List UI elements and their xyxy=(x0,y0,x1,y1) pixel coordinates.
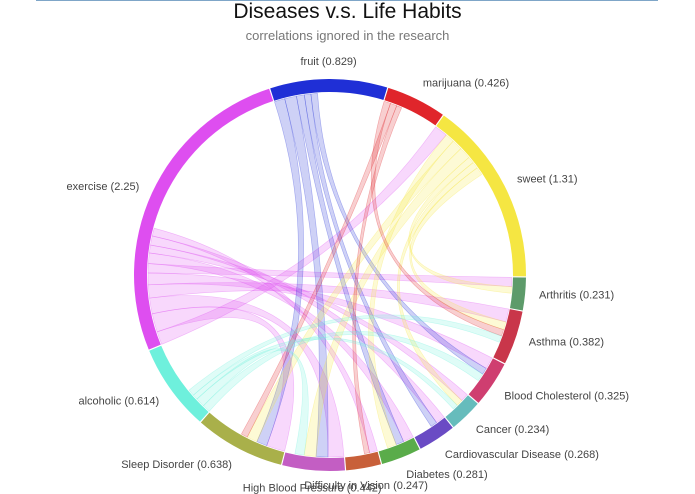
label-blood-cholesterol: Blood Cholesterol (0.325) xyxy=(504,390,629,402)
label-alcoholic: alcoholic (0.614) xyxy=(78,395,159,407)
ribbon-exercise-high-blood-pressure xyxy=(149,295,345,458)
arc-alcoholic[interactable] xyxy=(149,345,209,422)
label-difficulty-in-vision: Difficulty in Vision (0.247) xyxy=(304,480,428,492)
ribbon-fruit-blood-cholesterol xyxy=(310,93,487,375)
arc-difficulty-in-vision[interactable] xyxy=(345,451,382,471)
ribbon-marijuana-difficulty-in-vision xyxy=(352,105,403,455)
arc-exercise[interactable] xyxy=(133,88,274,350)
label-exercise: exercise (2.25) xyxy=(67,181,140,193)
label-asthma: Asthma (0.382) xyxy=(529,337,604,349)
ribbon-fruit-high-blood-pressure xyxy=(284,95,329,458)
ribbon-exercise-sweet xyxy=(156,126,447,345)
label-arthritis: Arthritis (0.231) xyxy=(539,289,614,301)
ribbon-exercise-sleep-disorder xyxy=(151,306,295,452)
label-fruit: fruit (0.829) xyxy=(300,56,356,68)
ribbon-sweet-diabetes xyxy=(368,134,454,449)
ribbon-marijuana-sleep-disorder xyxy=(240,102,398,438)
label-marijuana: marijuana (0.426) xyxy=(423,78,509,90)
ribbon-fruit-diabetes xyxy=(296,94,404,445)
ribbon-exercise-cancer xyxy=(149,244,468,401)
arc-sweet[interactable] xyxy=(436,115,526,277)
label-sleep-disorder: Sleep Disorder (0.638) xyxy=(121,459,232,471)
ribbon-alcoholic-high-blood-pressure xyxy=(196,348,309,456)
arc-blood-cholesterol[interactable] xyxy=(468,358,505,403)
arc-high-blood-pressure[interactable] xyxy=(282,452,346,471)
ribbon-sweet-high-blood-pressure xyxy=(303,148,470,457)
ribbon-layer xyxy=(147,93,513,458)
ribbon-exercise-cardiovascular-disease xyxy=(150,235,445,423)
arc-fruit[interactable] xyxy=(270,78,388,101)
label-diabetes: Diabetes (0.281) xyxy=(406,469,487,481)
ribbon-alcoholic-blood-cholesterol xyxy=(203,331,484,412)
ribbon-exercise-asthma xyxy=(147,282,510,323)
label-cancer: Cancer (0.234) xyxy=(476,424,549,436)
arc-diabetes[interactable] xyxy=(378,437,420,464)
arc-cardiovascular-disease[interactable] xyxy=(414,417,453,449)
label-cardiovascular-disease: Cardiovascular Disease (0.268) xyxy=(445,449,599,461)
arc-asthma[interactable] xyxy=(493,309,523,364)
top-divider xyxy=(36,0,658,1)
label-high-blood-pressure: High Blood Pressure (0.442) xyxy=(243,482,382,494)
chart-title: Diseases v.s. Life Habits xyxy=(233,0,462,23)
ribbon-sweet-asthma xyxy=(409,167,507,331)
ribbon-sweet-cancer xyxy=(397,162,478,406)
arc-cancer[interactable] xyxy=(445,395,478,428)
ribbon-sweet-arthritis xyxy=(408,156,512,294)
chart-subtitle: correlations ignored in the research xyxy=(245,28,450,43)
arc-arthritis[interactable] xyxy=(509,277,526,311)
ribbon-alcoholic-asthma xyxy=(188,314,502,396)
ribbon-fruit-sleep-disorder xyxy=(256,98,304,447)
label-layer: fruit (0.829) marijuana (0.426) sweet (1.3… xyxy=(67,56,630,494)
arc-sleep-disorder[interactable] xyxy=(200,412,285,465)
ribbon-exercise-difficulty-in-vision xyxy=(151,227,378,453)
ribbon-exercise-diabetes xyxy=(148,252,414,442)
ribbon-sweet-sleep-disorder xyxy=(246,140,462,443)
ribbon-exercise-arthritis xyxy=(147,263,513,287)
ribbon-marijuana-asthma xyxy=(370,100,504,337)
ribbon-alcoholic-cancer xyxy=(192,337,458,410)
ribbon-exercise-blood-cholesterol xyxy=(147,272,493,369)
arc-marijuana[interactable] xyxy=(384,87,443,126)
ribbon-fruit-cardiovascular-disease xyxy=(303,93,437,427)
arc-layer xyxy=(133,78,526,471)
label-sweet: sweet (1.31) xyxy=(517,173,578,185)
